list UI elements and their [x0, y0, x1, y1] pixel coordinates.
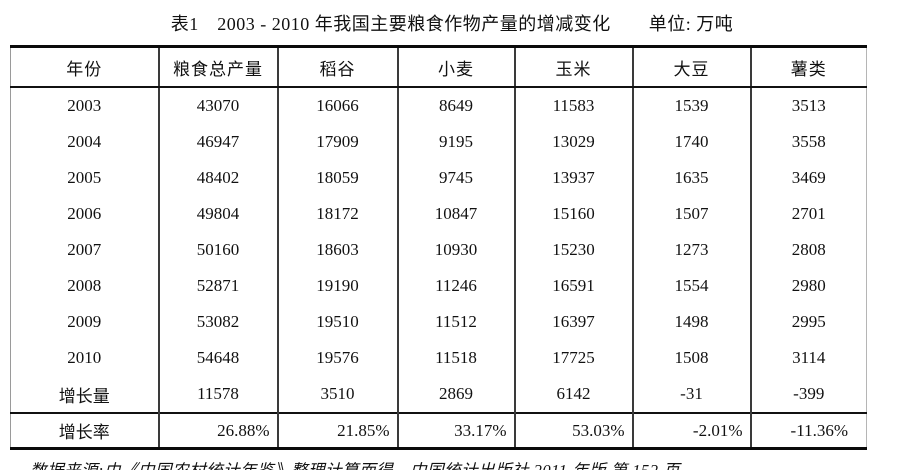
- value-cell: 19190: [276, 268, 398, 304]
- value-cell: 1273: [631, 232, 751, 268]
- table-title-text: 表1 2003 - 2010 年我国主要粮食作物产量的增减变化: [170, 14, 611, 34]
- table-row-2003: 2003 43070 16066 8649 11583 1539 3513: [11, 87, 867, 124]
- value-cell: 13029: [513, 124, 633, 160]
- value-cell: 18172: [276, 196, 398, 232]
- year-cell: 2005: [67, 168, 102, 187]
- value-cell: 9745: [396, 160, 515, 196]
- year-cell: 2009: [67, 312, 102, 331]
- value-cell: 17725: [513, 340, 633, 376]
- column-header-corn: 玉米: [513, 46, 633, 88]
- grain-output-table: 年份 粮食总产量 稻谷 小麦 玉米 大豆 薯类 2003 43070 16066…: [10, 45, 867, 450]
- value-cell: 3558: [749, 124, 867, 160]
- value-cell: 2869: [396, 376, 515, 413]
- value-cell: 10847: [396, 196, 515, 232]
- column-header-tubers: 薯类: [749, 46, 867, 88]
- header-row: 年份 粮食总产量 稻谷 小麦 玉米 大豆 薯类: [10, 46, 867, 88]
- table-title: 表1 2003 - 2010 年我国主要粮食作物产量的增减变化 单位: 万吨: [0, 10, 904, 36]
- value-cell: 2701: [749, 196, 867, 232]
- value-cell: 1508: [631, 340, 751, 376]
- row-label-cell: 增长量: [58, 386, 110, 406]
- value-cell: 43070: [157, 87, 278, 124]
- value-cell: -31: [631, 376, 751, 413]
- value-cell: 15160: [513, 196, 633, 232]
- table-row-2004: 2004 46947 17909 9195 13029 1740 3558: [11, 124, 867, 160]
- value-cell: 49804: [157, 196, 278, 232]
- value-cell: 46947: [157, 124, 278, 160]
- value-cell: 2808: [749, 232, 867, 268]
- value-cell: 10930: [396, 232, 515, 268]
- year-cell: 2008: [67, 276, 102, 295]
- year-cell: 2003: [67, 96, 102, 115]
- value-cell: -399: [749, 376, 867, 413]
- value-cell: 3513: [749, 87, 867, 124]
- table-row-2009: 2009 53082 19510 11512 16397 1498 2995: [11, 304, 867, 340]
- value-cell: 52871: [157, 268, 278, 304]
- value-cell: 16397: [513, 304, 633, 340]
- rate-cell: -11.36%: [749, 412, 867, 449]
- value-cell: 17909: [276, 124, 398, 160]
- value-cell: 9195: [396, 124, 515, 160]
- row-label-cell: 增长率: [10, 412, 159, 449]
- value-cell: 19510: [276, 304, 398, 340]
- column-header-wheat: 小麦: [396, 46, 515, 88]
- value-cell: 6142: [513, 376, 633, 413]
- value-cell: 1507: [631, 196, 751, 232]
- rate-cell: 26.88%: [157, 412, 278, 449]
- value-cell: 16066: [276, 87, 398, 124]
- value-cell: 15230: [513, 232, 633, 268]
- table-row-2008: 2008 52871 19190 11246 16591 1554 2980: [11, 268, 867, 304]
- table-row-growth-amount: 增长量 11578 3510 2869 6142 -31 -399: [11, 376, 867, 413]
- data-source-note: 数据来源:由《中国农村统计年鉴》整理计算而得。中国统计出版社,2011 年版,第…: [30, 457, 904, 470]
- value-cell: 1554: [631, 268, 751, 304]
- table-row-2005: 2005 48402 18059 9745 13937 1635 3469: [11, 160, 867, 196]
- value-cell: 8649: [396, 87, 515, 124]
- value-cell: 13937: [513, 160, 633, 196]
- column-header-rice: 稻谷: [276, 46, 398, 88]
- value-cell: 1539: [631, 87, 751, 124]
- value-cell: 2980: [749, 268, 867, 304]
- rate-cell: 53.03%: [513, 412, 633, 449]
- year-cell: 2004: [67, 132, 102, 151]
- value-cell: 1740: [631, 124, 751, 160]
- value-cell: 11583: [513, 87, 633, 124]
- value-cell: 3469: [749, 160, 867, 196]
- value-cell: 16591: [513, 268, 633, 304]
- value-cell: 1498: [631, 304, 751, 340]
- year-cell: 2010: [67, 348, 102, 367]
- value-cell: 48402: [157, 160, 278, 196]
- column-header-total-grain: 粮食总产量: [157, 46, 278, 88]
- value-cell: 53082: [157, 304, 278, 340]
- value-cell: 19576: [276, 340, 398, 376]
- table-row-2010: 2010 54648 19576 11518 17725 1508 3114: [11, 340, 867, 376]
- value-cell: 11518: [396, 340, 515, 376]
- rate-cell: 21.85%: [276, 412, 398, 449]
- table-row-2007: 2007 50160 18603 10930 15230 1273 2808: [11, 232, 867, 268]
- column-header-soybean: 大豆: [631, 46, 751, 88]
- year-cell: 2007: [67, 240, 102, 259]
- table-unit-label: 单位: 万吨: [648, 14, 734, 34]
- year-cell: 2006: [67, 204, 102, 223]
- value-cell: 18059: [276, 160, 398, 196]
- value-cell: 3114: [749, 340, 867, 376]
- table-row-growth-rate: 增长率 26.88% 21.85% 33.17% 53.03% -2.01% -…: [10, 412, 867, 449]
- value-cell: 50160: [157, 232, 278, 268]
- value-cell: 2995: [749, 304, 867, 340]
- rate-cell: 33.17%: [396, 412, 515, 449]
- rate-cell: -2.01%: [631, 412, 751, 449]
- value-cell: 18603: [276, 232, 398, 268]
- value-cell: 11578: [157, 376, 278, 413]
- value-cell: 54648: [157, 340, 278, 376]
- value-cell: 3510: [276, 376, 398, 413]
- value-cell: 11512: [396, 304, 515, 340]
- column-header-year: 年份: [10, 46, 159, 88]
- value-cell: 11246: [396, 268, 515, 304]
- value-cell: 1635: [631, 160, 751, 196]
- table-row-2006: 2006 49804 18172 10847 15160 1507 2701: [11, 196, 867, 232]
